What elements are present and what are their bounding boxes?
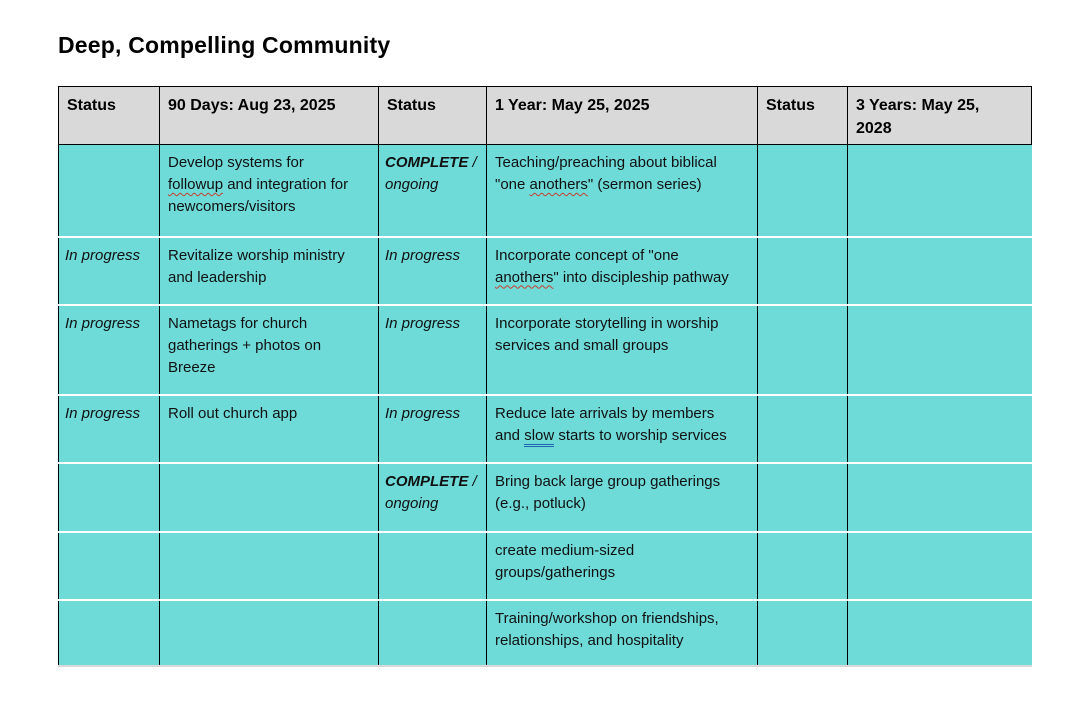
task-cell xyxy=(159,599,379,667)
status-cell xyxy=(58,599,160,667)
status-cell: COMPLETE / ongoing xyxy=(378,144,487,238)
task-cell: Reduce late arrivals by members and slow… xyxy=(486,394,758,464)
status-cell: COMPLETE / ongoing xyxy=(378,462,487,533)
document-page: Deep, Compelling Community Status 90 Days… xyxy=(58,32,1032,667)
task-cell: Training/workshop on friendships, relati… xyxy=(486,599,758,667)
status-cell xyxy=(378,599,487,667)
status-cell xyxy=(757,236,848,306)
status-cell xyxy=(847,304,1032,396)
status-cell: In progress xyxy=(58,236,160,306)
task-cell: Incorporate concept of "one anothers" in… xyxy=(486,236,758,306)
column-header: Status xyxy=(757,86,848,145)
spellcheck-underline: anothers xyxy=(495,268,554,286)
status-cell xyxy=(757,394,848,464)
task-cell xyxy=(159,531,379,601)
status-cell: In progress xyxy=(378,236,487,306)
table-row: In progress Revitalize worship ministry a… xyxy=(58,236,1032,306)
status-cell xyxy=(757,531,848,601)
status-cell: In progress xyxy=(58,304,160,396)
header-row: Status 90 Days: Aug 23, 2025 Status 1 Year:… xyxy=(58,86,1032,145)
spellcheck-underline: followup xyxy=(168,176,224,193)
status-cell xyxy=(757,144,848,238)
column-header: 90 Days: Aug 23, 2025 xyxy=(159,86,379,145)
community-goals-table: Status 90 Days: Aug 23, 2025 Status 1 Year:… xyxy=(58,86,1032,667)
status-cell: In progress xyxy=(378,394,487,464)
table-body: Develop systems for followup and integra… xyxy=(58,144,1032,667)
status-cell xyxy=(847,462,1032,533)
task-cell: Bring back large group gatherings (e.g.,… xyxy=(486,462,758,533)
status-cell xyxy=(847,531,1032,601)
status-cell xyxy=(847,144,1032,238)
table-header: Status 90 Days: Aug 23, 2025 Status 1 Year:… xyxy=(58,86,1032,145)
task-cell: create medium-sized groups/gatherings xyxy=(486,531,758,601)
grammar-underline: slow xyxy=(524,426,555,447)
table-row: COMPLETE / ongoing Bring back large group… xyxy=(58,462,1032,533)
task-cell: Nametags for church gatherings + photos … xyxy=(159,304,379,396)
table-row: Develop systems for followup and integra… xyxy=(58,144,1032,238)
task-cell: Revitalize worship ministry and leadersh… xyxy=(159,236,379,306)
status-cell: In progress xyxy=(58,394,160,464)
status-cell xyxy=(58,531,160,601)
column-header: 3 Years: May 25, 2028 xyxy=(847,86,1032,145)
column-header: Status xyxy=(58,86,160,145)
status-cell xyxy=(58,144,160,238)
status-cell xyxy=(58,462,160,533)
task-cell: Develop systems for followup and integra… xyxy=(159,144,379,238)
task-cell: Incorporate storytelling in worship serv… xyxy=(486,304,758,396)
status-cell xyxy=(847,394,1032,464)
table-row: In progress Nametags for church gathering… xyxy=(58,304,1032,396)
table-row: Training/workshop on friendships, relati… xyxy=(58,599,1032,667)
task-cell xyxy=(159,462,379,533)
table-row: In progress Roll out church app In progres… xyxy=(58,394,1032,464)
task-cell: Roll out church app xyxy=(159,394,379,464)
status-cell xyxy=(757,304,848,396)
page-title: Deep, Compelling Community xyxy=(58,32,391,58)
status-cell xyxy=(757,462,848,533)
spellcheck-underline: anothers xyxy=(529,176,588,193)
status-cell xyxy=(847,236,1032,306)
status-cell: In progress xyxy=(378,304,487,396)
column-header: Status xyxy=(378,86,487,145)
column-header: 1 Year: May 25, 2025 xyxy=(486,86,758,145)
table-row: create medium-sized groups/gatherings xyxy=(58,531,1032,601)
status-cell xyxy=(847,599,1032,667)
task-cell: Teaching/preaching about biblical "one a… xyxy=(486,144,758,238)
status-cell xyxy=(378,531,487,601)
status-cell xyxy=(757,599,848,667)
